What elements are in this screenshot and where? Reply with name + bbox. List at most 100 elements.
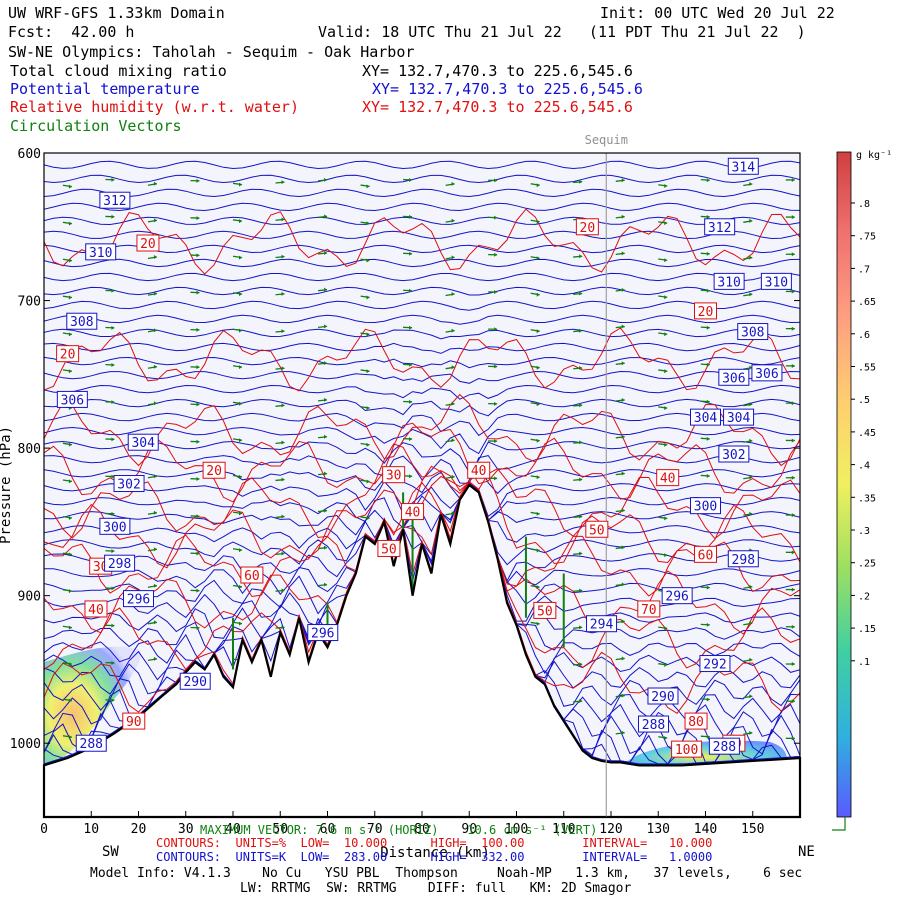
vector-arrowhead bbox=[239, 621, 242, 626]
vector-arrowhead bbox=[366, 406, 370, 411]
vector-arrowhead bbox=[239, 292, 242, 297]
colorbar-tick-label: .75 bbox=[858, 232, 876, 243]
theta-contour-line bbox=[44, 426, 800, 455]
theta-contour-label: 310 bbox=[717, 275, 740, 290]
rh-contour-label-box bbox=[637, 600, 661, 618]
theta-contour-label-box bbox=[708, 737, 740, 755]
rh-contour-label: 20 bbox=[140, 237, 156, 252]
vector-arrowhead bbox=[621, 361, 625, 366]
theta-contour-label: 294 bbox=[590, 618, 614, 633]
vector-arrowhead bbox=[409, 214, 413, 219]
vector-arrowhead bbox=[536, 511, 540, 516]
vector-arrowhead bbox=[324, 251, 328, 256]
vector-arrowhead bbox=[579, 662, 583, 667]
x-tick-label: 10 bbox=[83, 822, 99, 837]
vector-arrowhead bbox=[791, 699, 795, 704]
theta-contour-label-box bbox=[307, 624, 339, 642]
vector-arrowhead bbox=[621, 545, 625, 550]
theta-contour-label-box bbox=[661, 587, 693, 605]
vector-arrowhead bbox=[579, 440, 583, 445]
vector-arrowhead bbox=[791, 289, 795, 294]
vector-arrowhead bbox=[281, 366, 285, 371]
vector-arrowhead bbox=[579, 328, 583, 333]
rh-contour-label: 30 bbox=[386, 469, 402, 484]
vector-arrowhead bbox=[791, 326, 795, 331]
x-axis-label: Distance (km) bbox=[380, 845, 490, 861]
rh-contour-label-box bbox=[467, 461, 491, 479]
vector-arrowhead bbox=[749, 475, 753, 480]
theta-contour-label-box bbox=[723, 408, 755, 426]
field-cloud-label: Total cloud mixing ratio bbox=[10, 62, 227, 80]
rh-contour-line bbox=[44, 481, 800, 714]
theta-contour-line bbox=[44, 412, 800, 437]
vector-arrowhead bbox=[409, 474, 413, 479]
field-vectors-label: Circulation Vectors bbox=[10, 117, 182, 135]
rh-contour-line bbox=[44, 327, 800, 392]
theta-contour-label-box bbox=[690, 408, 721, 426]
theta-contour-label-box bbox=[85, 243, 117, 261]
theta-contour-line bbox=[44, 440, 800, 474]
vector-arrowhead bbox=[196, 477, 200, 482]
theta-contour-label-box bbox=[104, 554, 136, 572]
vector-arrowhead bbox=[153, 181, 157, 186]
colorbar-tick-label: .35 bbox=[858, 493, 876, 504]
vector-arrowhead bbox=[239, 255, 242, 260]
vector-arrowhead bbox=[68, 442, 72, 447]
vector-arrowhead bbox=[536, 329, 540, 334]
colorbar-ticks: .8 .75 .7 .65 .6 .55 .5 .45 .4 .35 .3 .25 .2 .15 .1 bbox=[851, 199, 876, 668]
rh-contour-label: 40 bbox=[660, 472, 676, 487]
vector-arrowhead bbox=[706, 288, 710, 293]
rh-contour-line bbox=[44, 393, 800, 467]
vector-arrowhead bbox=[239, 474, 242, 479]
theta-contour-label-box bbox=[727, 157, 759, 175]
theta-contour-label-box bbox=[75, 734, 107, 752]
colorbar bbox=[836, 151, 852, 818]
vector-arrowhead bbox=[68, 221, 72, 226]
theta-contour-label: 288 bbox=[642, 718, 665, 733]
vector-arrowhead bbox=[536, 183, 540, 188]
vector-arrowhead bbox=[68, 735, 72, 740]
vector-arrowhead bbox=[706, 585, 710, 590]
rh-contour-line bbox=[44, 443, 800, 540]
vector-arrowhead bbox=[239, 219, 242, 224]
model-info: Model Info: V4.1.3 No Cu YSU PBL Thompso… bbox=[90, 866, 803, 881]
vector-arrowhead bbox=[536, 219, 540, 224]
rh-contour-label: 70 bbox=[641, 603, 657, 618]
vector-arrowhead bbox=[579, 366, 583, 371]
x-tick-label: 0 bbox=[40, 822, 48, 837]
theta-contour-label-box bbox=[99, 517, 131, 535]
rh-contour-line bbox=[44, 481, 800, 635]
reference-vector-icon bbox=[832, 817, 846, 831]
valid-time: Valid: 18 UTC Thu 21 Jul 22 (11 PDT Thu … bbox=[318, 23, 806, 41]
theta-contour-label-box bbox=[586, 615, 618, 633]
vector-arrowhead bbox=[791, 215, 795, 220]
theta-contour-label-box bbox=[699, 655, 731, 673]
vector-arrowhead bbox=[324, 214, 328, 219]
vector-arrowhead bbox=[706, 474, 710, 479]
vector-arrowhead bbox=[196, 290, 200, 295]
vector-arrowhead bbox=[68, 552, 72, 557]
theta-contour-line bbox=[44, 160, 800, 170]
rh-contour-label-box bbox=[240, 566, 264, 584]
theta-contour-label: 290 bbox=[183, 675, 206, 690]
rh-contour-label-box bbox=[694, 302, 717, 320]
xy-cloud: XY= 132.7,470.3 to 225.6,545.6 bbox=[362, 62, 633, 80]
vector-arrowhead bbox=[68, 332, 72, 337]
rh-contour-label-box bbox=[382, 466, 406, 484]
theta-contour-line bbox=[44, 174, 800, 184]
vector-arrowhead bbox=[324, 508, 328, 513]
y-tick-label: 900 bbox=[18, 590, 41, 605]
vector-arrowhead bbox=[366, 516, 370, 521]
vector-arrowhead bbox=[706, 399, 710, 404]
vector-arrowhead bbox=[749, 255, 753, 260]
vector-arrowhead bbox=[536, 256, 540, 261]
vector-arrowhead bbox=[749, 365, 753, 370]
vector-arrowhead bbox=[68, 515, 72, 520]
vector-arrowhead bbox=[153, 510, 157, 515]
vector-arrowhead bbox=[579, 551, 583, 556]
colorbar-tick-label: .5 bbox=[858, 395, 870, 406]
x-tick-label: 90 bbox=[461, 822, 477, 837]
theta-contour-label: 296 bbox=[311, 627, 334, 642]
vector-arrowhead bbox=[579, 625, 583, 630]
